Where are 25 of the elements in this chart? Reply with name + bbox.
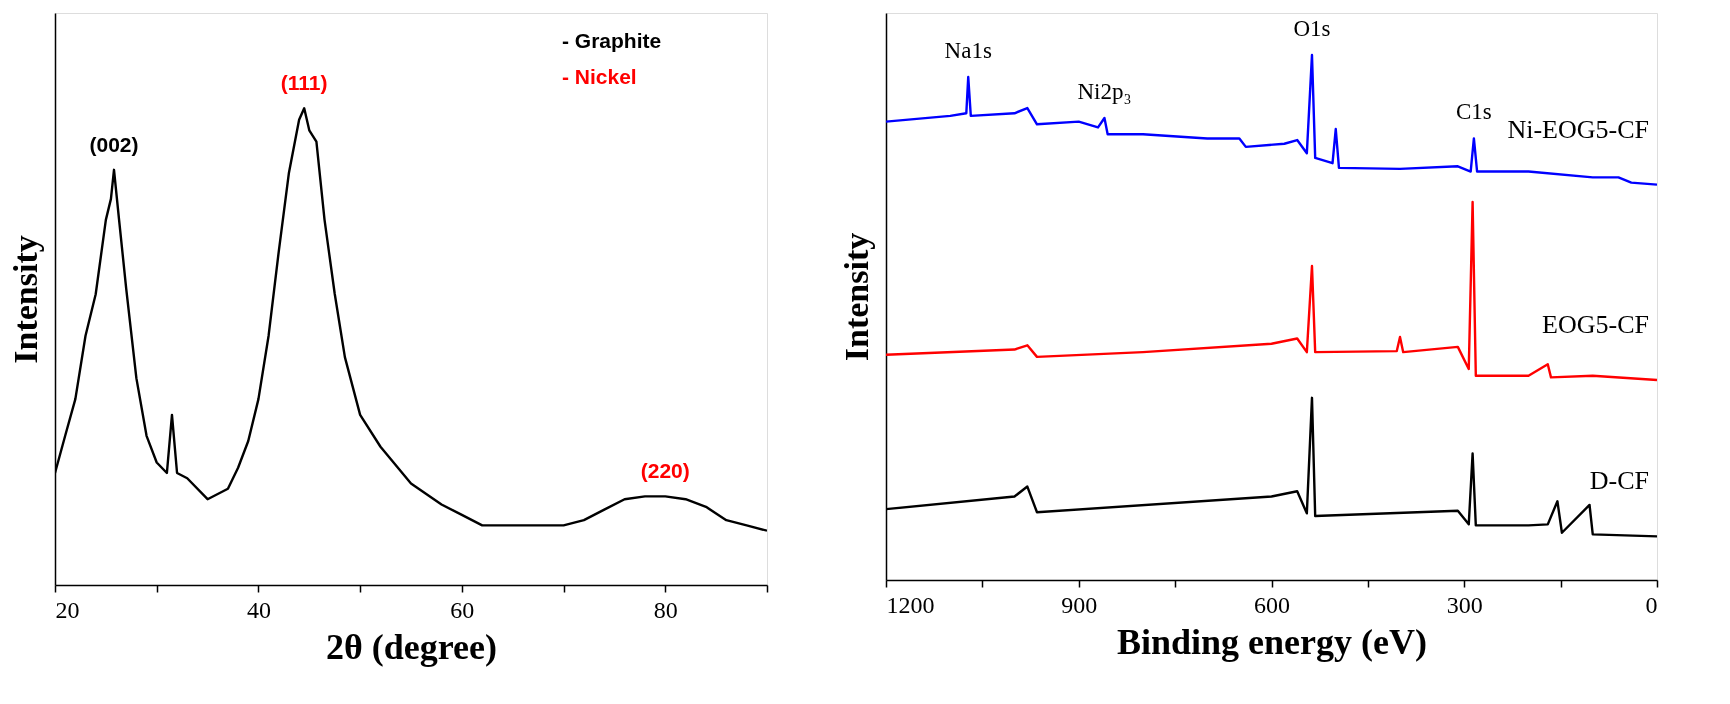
- x-tick-label: 80: [653, 596, 678, 623]
- annotation: Na1s: [944, 38, 992, 64]
- annotation: (220): [640, 459, 690, 483]
- series-label: Ni-EOG5-CF: [1507, 114, 1649, 144]
- annotation: C1s: [1455, 99, 1492, 125]
- x-tick-label: 900: [1061, 591, 1098, 618]
- x-tick-label: 0: [1645, 591, 1658, 618]
- x-axis-title: Binding energy (eV): [1117, 621, 1427, 662]
- annotation: Ni2p₃: [1077, 79, 1132, 104]
- series-label: D-CF: [1589, 466, 1649, 496]
- x-tick-label: 1200: [886, 591, 935, 618]
- x-tick-label: 600: [1254, 591, 1290, 618]
- annotation: O1s: [1293, 16, 1331, 41]
- y-axis-title: Intensity: [6, 235, 44, 364]
- series-label: EOG5-CF: [1542, 309, 1649, 339]
- x-tick-label: 60: [450, 596, 475, 623]
- annotation: (002): [89, 132, 139, 156]
- annotation: (111): [280, 71, 328, 95]
- x-axis-title: 2θ (degree): [325, 626, 498, 667]
- y-axis-title: Intensity: [837, 232, 875, 362]
- x-tick-label: 40: [246, 596, 271, 623]
- text: - Graphite: [562, 29, 662, 52]
- x-tick-label: 20: [55, 596, 80, 623]
- x-tick-label: 300: [1446, 591, 1483, 618]
- text: - Nickel: [562, 65, 637, 88]
